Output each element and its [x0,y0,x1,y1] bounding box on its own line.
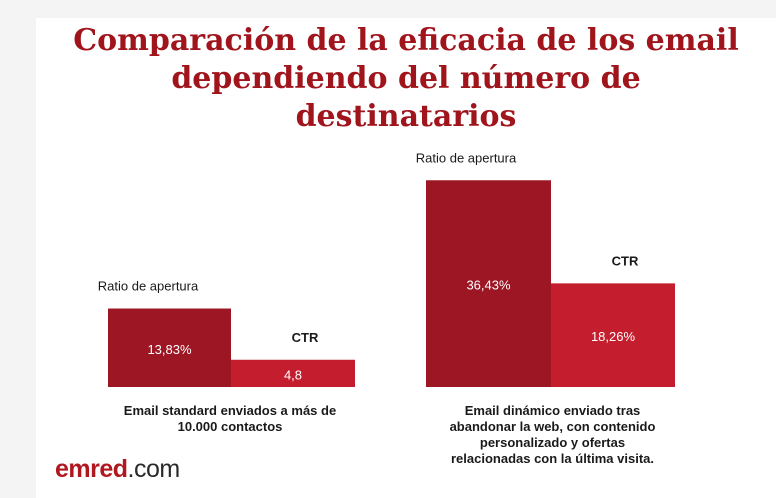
caption-dynamic: Email dinámico enviado tras abandonar la… [420,403,685,467]
chart-title-line-3: destinatarios [295,99,517,134]
caption-dynamic-line-1: Email dinámico enviado tras [464,403,641,418]
bar-standard-ctr [231,359,355,387]
series-label-standard-ratio-de-apertura: Ratio de apertura [98,279,199,294]
chart-title-line-1: Comparación de la eficacia de los email [73,23,739,58]
chart-panel [36,18,776,498]
bar-standard-ratio-de-apertura [108,308,231,387]
logo-tld: .com [127,455,181,483]
bar-dynamic-ratio-de-apertura [426,180,551,387]
caption-standard: Email standard enviados a más de 10.000 … [95,403,365,435]
caption-standard-line-1: Email standard enviados a más de [123,403,337,418]
series-label-standard-ctr: CTR [292,330,319,345]
value-label-dynamic-ratio-de-apertura: 36,43% [466,278,511,293]
series-label-dynamic-ratio-de-apertura: Ratio de apertura [416,150,517,165]
caption-standard-line-2: 10.000 contactos [177,419,283,434]
bar-dynamic-ctr [551,283,675,387]
logo-brand: emred [55,455,128,483]
emred-logo[interactable]: emred.com [55,455,180,484]
value-label-dynamic-ctr: 18,26% [591,329,636,344]
caption-dynamic-line-3: personalizado y ofertas [479,435,626,450]
series-label-dynamic-ctr: CTR [612,253,639,268]
value-label-standard-ratio-de-apertura: 13,83% [147,342,192,357]
caption-dynamic-line-4: relacionadas con la última visita. [450,451,655,466]
chart-title: Comparación de la eficacia de los email … [36,22,776,136]
value-label-standard-ctr: 4,8 [284,367,302,382]
chart-title-line-2: dependiendo del número de [171,61,641,96]
caption-dynamic-line-2: abandonar la web, con contenido [449,419,656,434]
